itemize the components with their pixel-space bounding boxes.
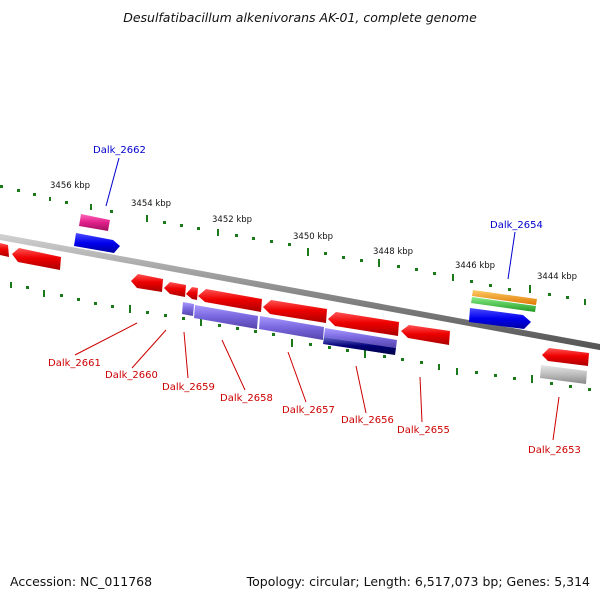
gene-arrow-2656-red[interactable] <box>328 312 399 336</box>
gene-label-2657[interactable]: Dalk_2657 <box>282 405 335 416</box>
reverse-strand-genes <box>0 243 589 384</box>
leader-2655 <box>419 376 423 423</box>
label-leaders <box>74 157 560 441</box>
gene-arrow-2656-top[interactable] <box>324 328 397 348</box>
leader-2660 <box>131 329 167 369</box>
gene-arrow-2654[interactable] <box>469 308 531 329</box>
gene-arrow-2654-orange[interactable] <box>472 290 537 305</box>
gene-label-2655[interactable]: Dalk_2655 <box>397 425 450 436</box>
gene-arrow-2662-top[interactable] <box>79 214 110 231</box>
leader-2661 <box>74 322 138 356</box>
genome-title: Desulfatibacillum alkenivorans AK-01, co… <box>123 10 477 25</box>
accession-text: Accession: NC_011768 <box>10 574 153 589</box>
tick-label-3456: 3456 kbp <box>50 181 90 191</box>
gene-arrow-2659[interactable] <box>182 302 194 316</box>
gene-arrow-2662[interactable] <box>74 233 120 253</box>
gene-label-2659[interactable]: Dalk_2659 <box>162 382 215 393</box>
forward-strand-genes <box>74 214 537 329</box>
tick-label-3452: 3452 kbp <box>212 215 252 225</box>
leader-2657 <box>287 351 307 403</box>
tick-label-3446: 3446 kbp <box>455 261 495 271</box>
tick-label-3448: 3448 kbp <box>373 247 413 257</box>
gene-label-2656[interactable]: Dalk_2656 <box>341 415 394 426</box>
gene-arrow-2657[interactable] <box>259 316 324 340</box>
gene-label-2654[interactable]: Dalk_2654 <box>490 220 543 231</box>
gene-label-2653[interactable]: Dalk_2653 <box>528 445 581 456</box>
tick-label-3454: 3454 kbp <box>131 199 171 209</box>
leader-2662 <box>105 157 120 207</box>
gene-arrow-left-edge[interactable] <box>0 243 9 257</box>
leader-2654 <box>507 231 516 280</box>
leader-2659 <box>183 331 189 379</box>
gene-arrow-2659-red[interactable] <box>186 287 198 300</box>
gene-labels: Dalk_2662 Dalk_2654 Dalk_2661 Dalk_2660 … <box>48 145 581 456</box>
gene-label-2658[interactable]: Dalk_2658 <box>220 393 273 404</box>
gene-arrow-left-edge-2[interactable] <box>12 248 61 270</box>
gene-arrow-2653[interactable] <box>540 365 587 384</box>
tick-labels: 3456 kbp 3454 kbp 3452 kbp 3450 kbp 3448… <box>50 181 577 282</box>
gene-arrow-2661[interactable] <box>131 274 163 292</box>
gene-arrow-right-edge[interactable] <box>542 348 589 366</box>
gene-arrow-2660[interactable] <box>164 282 186 297</box>
leader-2653 <box>552 396 560 441</box>
gene-arrow-2658[interactable] <box>194 305 258 329</box>
leader-2658 <box>221 339 246 391</box>
inner-tick-track <box>10 282 591 391</box>
topology-text: Topology: circular; Length: 6,517,073 bp… <box>246 574 590 589</box>
genome-backbone <box>0 233 600 351</box>
outer-tick-track <box>0 185 586 305</box>
gene-arrow-2656[interactable] <box>323 337 396 355</box>
gene-label-2661[interactable]: Dalk_2661 <box>48 358 101 369</box>
gene-label-2662[interactable]: Dalk_2662 <box>93 145 146 156</box>
tick-label-3450: 3450 kbp <box>293 232 333 242</box>
leader-2656 <box>355 365 367 414</box>
gene-arrow-2654-green[interactable] <box>471 297 536 312</box>
gene-arrow-2655[interactable] <box>401 325 450 345</box>
tick-label-3444: 3444 kbp <box>537 272 577 282</box>
gene-arrow-2657-red[interactable] <box>263 300 327 323</box>
gene-arrow-2658-red[interactable] <box>198 289 262 312</box>
gene-label-2660[interactable]: Dalk_2660 <box>105 370 158 381</box>
